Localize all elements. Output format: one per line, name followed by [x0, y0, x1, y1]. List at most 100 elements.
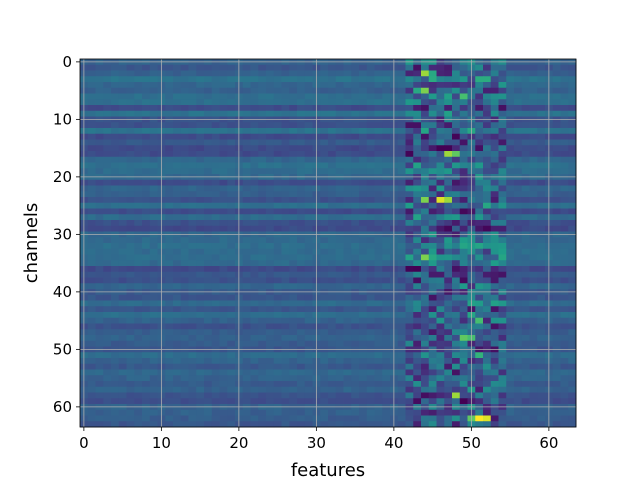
heatmap-cell [297, 70, 306, 77]
heatmap-cell [95, 220, 104, 227]
heatmap-cell [459, 398, 468, 405]
heatmap-cell [475, 197, 484, 204]
heatmap-cell [521, 358, 530, 365]
heatmap-cell [413, 271, 422, 278]
heatmap-cell [328, 214, 337, 221]
heatmap-cell [281, 381, 290, 388]
heatmap-cell [304, 260, 313, 267]
heatmap-cell [413, 76, 422, 83]
heatmap-cell [490, 300, 499, 307]
heatmap-cell [366, 260, 375, 267]
heatmap-cell [242, 277, 251, 284]
heatmap-cell [126, 105, 135, 112]
heatmap-cell [459, 381, 468, 388]
heatmap-cell [506, 312, 515, 319]
heatmap-cell [537, 162, 546, 169]
heatmap-cell [444, 363, 453, 370]
heatmap-cell [111, 358, 120, 365]
heatmap-cell [521, 277, 530, 284]
heatmap-cell [490, 87, 499, 94]
heatmap-cell [103, 335, 112, 342]
heatmap-cell [428, 214, 437, 221]
heatmap-cell [452, 392, 461, 399]
heatmap-cell [250, 179, 259, 186]
heatmap-cell [211, 386, 220, 393]
heatmap-cell [514, 340, 523, 347]
heatmap-cell [506, 122, 515, 129]
heatmap-cell [552, 64, 561, 71]
heatmap-cell [204, 87, 213, 94]
heatmap-cell [490, 329, 499, 336]
heatmap-cell [436, 139, 445, 146]
heatmap-cell [211, 283, 220, 290]
heatmap-cell [227, 306, 236, 313]
heatmap-cell [266, 128, 275, 135]
heatmap-cell [111, 335, 120, 342]
heatmap-cell [552, 237, 561, 244]
heatmap-cell [328, 283, 337, 290]
heatmap-cell [180, 386, 189, 393]
heatmap-cell [436, 185, 445, 192]
heatmap-cell [452, 386, 461, 393]
heatmap-cell [459, 369, 468, 376]
heatmap-cell [359, 329, 368, 336]
heatmap-cell [297, 64, 306, 71]
heatmap-cell [343, 64, 352, 71]
heatmap-cell [87, 64, 96, 71]
heatmap-cell [405, 363, 414, 370]
heatmap-cell [165, 363, 174, 370]
heatmap-cell [366, 381, 375, 388]
heatmap-cell [560, 76, 569, 83]
heatmap-cell [444, 409, 453, 416]
heatmap-cell [498, 93, 507, 100]
heatmap-cell [142, 139, 151, 146]
heatmap-cell [498, 122, 507, 129]
heatmap-cell [242, 76, 251, 83]
heatmap-cell [405, 243, 414, 250]
heatmap-cell [343, 323, 352, 330]
heatmap-cell [405, 105, 414, 112]
heatmap-cell [444, 306, 453, 313]
heatmap-cell [498, 381, 507, 388]
heatmap-cell [475, 312, 484, 319]
heatmap-cell [498, 386, 507, 393]
heatmap-cell [537, 202, 546, 209]
heatmap-cell [250, 99, 259, 106]
heatmap-cell [529, 151, 538, 158]
heatmap-cell [118, 375, 127, 382]
heatmap-cell [506, 70, 515, 77]
heatmap-cell [521, 260, 530, 267]
heatmap-cell [173, 369, 182, 376]
heatmap-cell [188, 82, 197, 89]
heatmap-cell [428, 277, 437, 284]
heatmap-cell [204, 110, 213, 117]
heatmap-cell [126, 248, 135, 255]
heatmap-cell [428, 358, 437, 365]
heatmap-cell [180, 352, 189, 359]
heatmap-cell [149, 415, 158, 422]
heatmap-cell [483, 306, 492, 313]
heatmap-cell [111, 294, 120, 301]
heatmap-cell [506, 87, 515, 94]
heatmap-cell [405, 317, 414, 324]
heatmap-cell [506, 260, 515, 267]
heatmap-cell [514, 64, 523, 71]
heatmap-cell [366, 398, 375, 405]
heatmap-cell [118, 82, 127, 89]
heatmap-cell [165, 82, 174, 89]
heatmap-cell [413, 266, 422, 273]
heatmap-cell [459, 363, 468, 370]
heatmap-cell [405, 254, 414, 261]
heatmap-cell [281, 179, 290, 186]
heatmap-cell [475, 277, 484, 284]
heatmap-cell [552, 191, 561, 198]
heatmap-cell [142, 271, 151, 278]
heatmap-cell [521, 421, 530, 428]
heatmap-cell [413, 105, 422, 112]
heatmap-cell [428, 421, 437, 428]
heatmap-cell [514, 151, 523, 158]
heatmap-cell [188, 271, 197, 278]
heatmap-cell [405, 220, 414, 227]
heatmap-cell [142, 82, 151, 89]
heatmap-cell [188, 64, 197, 71]
